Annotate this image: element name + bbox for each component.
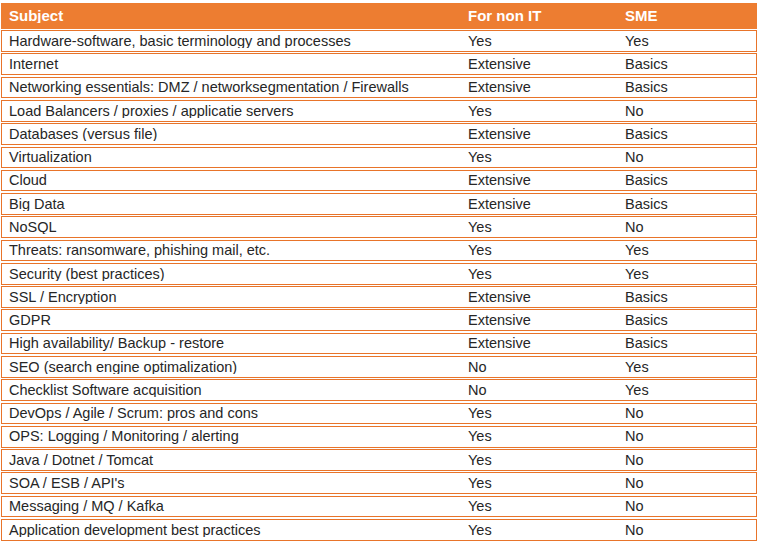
sme-cell: No [620,499,756,514]
for-non-it-cell: Yes [463,267,620,282]
for-non-it-cell: Yes [463,220,620,235]
table-row: Checklist Software acquisition No Yes [1,379,757,401]
column-header-for-non-it: For non IT [463,8,620,23]
sme-cell: Yes [620,383,756,398]
subject-cell: OPS: Logging / Monitoring / alerting [2,429,463,444]
table-row: Virtualization Yes No [1,147,757,169]
for-non-it-cell: Extensive [463,127,620,142]
table-row: Big Data Extensive Basics [1,193,757,215]
subject-cell: Big Data [2,197,463,212]
for-non-it-cell: Extensive [463,336,620,351]
subject-cell: SOA / ESB / API's [2,476,463,491]
sme-cell: No [620,150,756,165]
for-non-it-cell: Extensive [463,313,620,328]
table-row: Security (best practices) Yes Yes [1,263,757,285]
table-body: Hardware-software, basic terminology and… [1,30,757,541]
subject-cell: SEO (search engine optimalization) [2,360,463,375]
table-row: Cloud Extensive Basics [1,170,757,192]
table-row: Internet Extensive Basics [1,53,757,75]
subject-cell: Java / Dotnet / Tomcat [2,453,463,468]
subject-cell: Internet [2,57,463,72]
table-row: Networking essentials: DMZ / networksegm… [1,77,757,99]
table-row: High availability/ Backup - restore Exte… [1,333,757,355]
for-non-it-cell: Yes [463,476,620,491]
table-row: SSL / Encryption Extensive Basics [1,286,757,308]
subject-cell: Security (best practices) [2,267,463,282]
table-row: Databases (versus file) Extensive Basics [1,123,757,145]
table-row: Hardware-software, basic terminology and… [1,30,757,52]
for-non-it-cell: No [463,360,620,375]
subject-cell: Checklist Software acquisition [2,383,463,398]
for-non-it-cell: Yes [463,104,620,119]
subject-cell: Networking essentials: DMZ / networksegm… [2,80,463,95]
column-header-sme: SME [620,8,756,23]
sme-cell: No [620,476,756,491]
subject-cell: Messaging / MQ / Kafka [2,499,463,514]
table-row: NoSQL Yes No [1,216,757,238]
for-non-it-cell: Yes [463,150,620,165]
table-row: Threats: ransomware, phishing mail, etc.… [1,240,757,262]
sme-cell: Basics [620,197,756,212]
subject-cell: NoSQL [2,220,463,235]
sme-cell: Yes [620,243,756,258]
sme-cell: No [620,104,756,119]
for-non-it-cell: Extensive [463,80,620,95]
subject-cell: Application development best practices [2,523,463,538]
for-non-it-cell: Extensive [463,57,620,72]
for-non-it-cell: Yes [463,453,620,468]
for-non-it-cell: No [463,383,620,398]
sme-cell: No [620,523,756,538]
table-row: OPS: Logging / Monitoring / alerting Yes… [1,426,757,448]
training-subjects-table: Subject For non IT SME Hardware-software… [1,3,757,541]
for-non-it-cell: Yes [463,406,620,421]
sme-cell: Basics [620,127,756,142]
subject-cell: Databases (versus file) [2,127,463,142]
for-non-it-cell: Extensive [463,197,620,212]
table-header-row: Subject For non IT SME [1,3,757,29]
table-row: Load Balancers / proxies / applicatie se… [1,100,757,122]
subject-cell: Cloud [2,173,463,188]
table-row: Messaging / MQ / Kafka Yes No [1,496,757,518]
sme-cell: No [620,453,756,468]
sme-cell: Basics [620,313,756,328]
table-row: Application development best practices Y… [1,519,757,541]
sme-cell: Basics [620,290,756,305]
table-row: SEO (search engine optimalization) No Ye… [1,356,757,378]
subject-cell: Threats: ransomware, phishing mail, etc. [2,243,463,258]
sme-cell: Yes [620,360,756,375]
table-row: SOA / ESB / API's Yes No [1,472,757,494]
for-non-it-cell: Yes [463,243,620,258]
subject-cell: Hardware-software, basic terminology and… [2,34,463,49]
table-row: DevOps / Agile / Scrum: pros and cons Ye… [1,403,757,425]
subject-cell: SSL / Encryption [2,290,463,305]
sme-cell: No [620,406,756,421]
for-non-it-cell: Extensive [463,173,620,188]
page: Subject For non IT SME Hardware-software… [0,0,768,542]
table-row: GDPR Extensive Basics [1,309,757,331]
sme-cell: No [620,429,756,444]
subject-cell: Load Balancers / proxies / applicatie se… [2,104,463,119]
subject-cell: GDPR [2,313,463,328]
for-non-it-cell: Yes [463,429,620,444]
for-non-it-cell: Yes [463,523,620,538]
sme-cell: Basics [620,173,756,188]
table-row: Java / Dotnet / Tomcat Yes No [1,449,757,471]
sme-cell: Basics [620,336,756,351]
column-header-subject: Subject [2,8,463,23]
sme-cell: Basics [620,80,756,95]
for-non-it-cell: Extensive [463,290,620,305]
sme-cell: Yes [620,34,756,49]
sme-cell: Basics [620,57,756,72]
sme-cell: Yes [620,267,756,282]
subject-cell: Virtualization [2,150,463,165]
subject-cell: High availability/ Backup - restore [2,336,463,351]
sme-cell: No [620,220,756,235]
for-non-it-cell: Yes [463,499,620,514]
for-non-it-cell: Yes [463,34,620,49]
subject-cell: DevOps / Agile / Scrum: pros and cons [2,406,463,421]
